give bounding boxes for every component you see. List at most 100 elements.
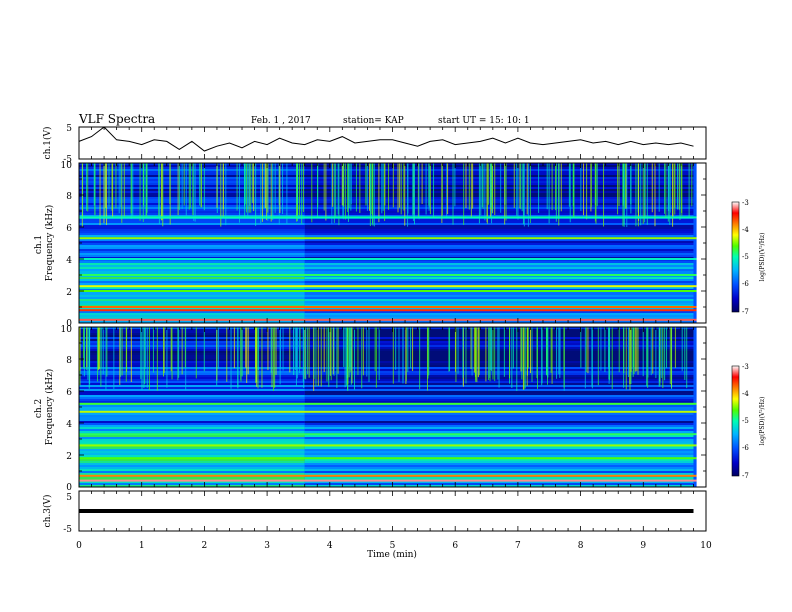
spectrogram-row (304, 173, 694, 175)
spectrogram-row (79, 295, 305, 297)
date-label: Feb. 1 , 2017 (251, 116, 311, 126)
spectrogram-row (304, 453, 694, 455)
spectrogram-row (79, 339, 305, 341)
spectrogram-row (304, 471, 694, 473)
spectrogram-row (304, 467, 694, 469)
spectrogram-row (79, 303, 305, 305)
spectrogram-row (79, 209, 305, 211)
spectrogram-row (79, 169, 305, 171)
spectrogram-row (79, 235, 305, 237)
spectrogram-row (304, 253, 694, 255)
ch3-ytick-bottom: -5 (63, 525, 72, 535)
spectrogram-row (304, 211, 694, 213)
spectrogram-row (79, 385, 305, 387)
start-time-label: start UT = 15: 10: 1 (438, 116, 530, 126)
ch1-freq-tick-2: 2 (66, 288, 72, 298)
spectrogram-row (79, 177, 305, 179)
time-axis-label: Time (min) (367, 549, 417, 560)
spectrogram-row (304, 271, 694, 273)
spectrogram-row (79, 389, 305, 391)
ch2-colorbar-label: log(PSD)(V²/Hz) (759, 397, 766, 446)
spectrogram-band (79, 237, 697, 240)
spectrogram-row (304, 387, 694, 389)
spectrogram-row (304, 425, 694, 427)
spectrogram-row (304, 189, 694, 191)
time-tick-label: 7 (515, 541, 521, 551)
spectrogram-row (79, 241, 305, 243)
time-tick-label: 2 (202, 541, 208, 551)
spectrogram-row (304, 435, 694, 437)
spectrogram-row (304, 255, 694, 257)
spectrogram-row (79, 173, 305, 175)
spectrogram-row (79, 199, 305, 201)
spectrogram-row (304, 423, 694, 425)
spectrogram-row (79, 421, 305, 423)
spectrogram-row (304, 429, 694, 431)
spectrogram-row (304, 199, 694, 201)
spectrogram-row (79, 171, 305, 173)
spectrogram-row (304, 399, 694, 401)
spectrogram-band (79, 258, 697, 260)
spectrogram-row (79, 181, 305, 183)
spectrogram-row (304, 225, 694, 227)
spectrogram-row (304, 229, 694, 231)
spectrogram-band (79, 285, 697, 288)
spectrogram-band (79, 444, 697, 447)
spectrogram-row (304, 451, 694, 453)
ch1-freq-tick-0: 0 (66, 319, 72, 329)
spectrogram-row (304, 395, 694, 397)
spectrogram-row (79, 381, 305, 383)
spectrogram-row (79, 263, 305, 265)
spectrogram-row (79, 401, 305, 403)
spectrogram-row (304, 179, 694, 181)
spectrogram-row (79, 195, 305, 197)
spectrogram-row (79, 229, 305, 231)
spectrogram-row (79, 461, 305, 463)
spectrogram-row (304, 183, 694, 185)
spectrogram-row (304, 463, 694, 465)
spectrogram-row (304, 207, 694, 209)
spectrogram-row (79, 449, 305, 451)
time-tick-label: 1 (139, 541, 145, 551)
time-tick-label: 10 (700, 541, 712, 551)
spectrogram-row (79, 349, 305, 351)
spectrogram-row (79, 293, 305, 295)
spectrogram-row (304, 193, 694, 195)
spectrogram-row (304, 251, 694, 253)
spectrogram-row (79, 219, 305, 221)
spectrogram-row (79, 337, 305, 339)
spectrogram-row (79, 239, 305, 241)
spectrogram-row (304, 437, 694, 439)
spectrogram-row (304, 461, 694, 463)
spectrogram-row (79, 351, 305, 353)
spectrogram-row (304, 221, 694, 223)
spectrogram-row (79, 185, 305, 187)
spectrogram-row (304, 465, 694, 467)
spectrogram-row (304, 401, 694, 403)
spectrogram-row (304, 415, 694, 417)
spectrogram-band (79, 479, 697, 482)
spectrogram-row (79, 283, 305, 285)
spectrogram-row (79, 245, 305, 247)
time-tick-label: 8 (578, 541, 584, 551)
ch1-voltage-trace (78, 126, 694, 152)
spectrogram-row (79, 193, 305, 195)
spectrogram-no-data (696, 163, 706, 323)
spectrogram-row (79, 431, 305, 433)
spectrogram-row (79, 451, 305, 453)
spectrogram-row (79, 437, 305, 439)
spectrogram-row (304, 219, 694, 221)
time-tick-label: 0 (76, 541, 82, 551)
spectrogram-row (304, 449, 694, 451)
spectrogram-row (79, 277, 305, 279)
spectrogram-row (79, 397, 305, 399)
spectrogram-row (79, 477, 305, 479)
spectrogram-row (79, 469, 305, 471)
spectrogram-row (79, 167, 305, 169)
spectrogram-row (79, 287, 305, 289)
spectrogram-row (79, 373, 305, 375)
ch2-colorbar-tick-m3: -3 (742, 363, 749, 371)
spectrogram-row (79, 379, 305, 381)
spectrogram-row (79, 413, 305, 415)
spectrogram-band (79, 306, 697, 308)
